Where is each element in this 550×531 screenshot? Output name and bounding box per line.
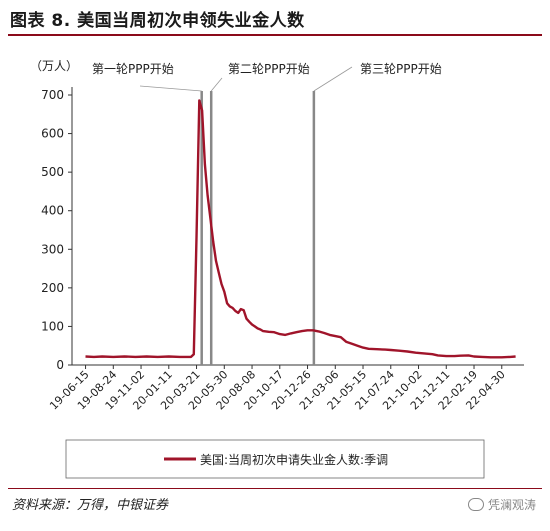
y-tick-label: 300 [41,242,64,256]
annotations: 第一轮PPP开始 第二轮PPP开始 第三轮PPP开始 [92,62,442,365]
source-rule [8,488,542,489]
source-note: 资料来源：万得，中银证券 [12,498,169,513]
axes: 010020030040050060070019-06-1519-08-2419… [41,87,524,412]
legend-box [65,439,485,479]
annotation-label: 第二轮PPP开始 [228,62,310,76]
y-tick-label: 500 [41,165,64,179]
title-rule [8,34,542,36]
figure-title: 图表 8. 美国当周初次申领失业金人数 [10,11,305,31]
y-tick-label: 600 [41,127,64,141]
watermark: 凭澜观涛 [467,496,536,513]
watermark-text: 凭澜观涛 [487,498,536,512]
annotation-leader [210,77,223,92]
annotation-leader [139,85,202,92]
y-tick-label: 200 [41,281,64,295]
y-tick-label: 400 [41,204,64,218]
annotation-label: 第三轮PPP开始 [360,62,442,76]
annotation-leader [313,66,353,92]
y-tick-label: 100 [41,319,64,333]
chart-svg: （万人） 010020030040050060070019-06-1519-08… [30,59,524,479]
y-unit-label: （万人） [30,59,78,73]
legend-label: 美国:当周初次申请失业金人数:季调 [200,452,388,467]
series-layer [85,99,516,359]
y-tick-label: 0 [56,358,64,372]
wechat-icon [467,498,484,511]
annotation-label: 第一轮PPP开始 [92,62,174,76]
legend: 美国:当周初次申请失业金人数:季调 [65,439,485,479]
y-tick-label: 700 [41,88,64,102]
series-line [85,99,516,359]
